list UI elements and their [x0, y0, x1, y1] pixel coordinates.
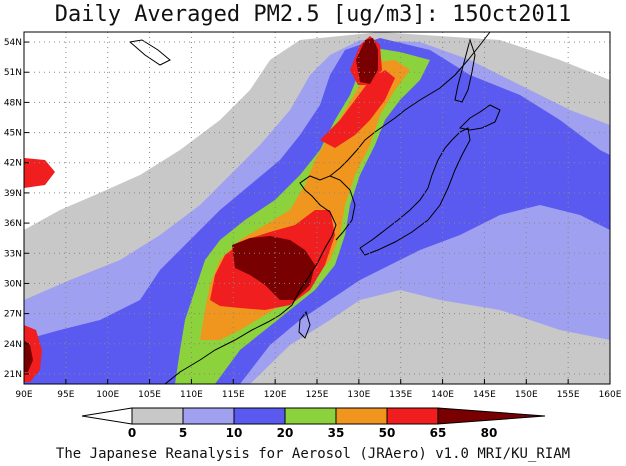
colorbar-label: 35 — [328, 426, 345, 440]
colorbar-label: 20 — [277, 426, 294, 440]
sakhalin — [454, 38, 476, 103]
lon-tick-label: 115E — [222, 390, 245, 400]
lon-tick-label: 125E — [306, 390, 329, 400]
lon-tick-label: 130E — [347, 390, 370, 400]
lon-tick-label: 90E — [15, 390, 32, 400]
lat-tick-label: 27N — [4, 310, 22, 320]
latitude-labels: 54N 51N 48N 45N 42N 39N 36N 33N 30N 27N 24N 21N — [4, 38, 22, 380]
lat-tick-label: 54N — [4, 38, 22, 48]
korea-coastline — [329, 175, 356, 241]
lat-tick-label: 33N — [4, 249, 22, 259]
lat-tick-label: 21N — [4, 370, 22, 380]
colorbar-label: 50 — [379, 426, 396, 440]
colorbar-label: 10 — [226, 426, 243, 440]
colorbar-label: 80 — [481, 426, 498, 440]
lat-tick-label: 51N — [4, 68, 22, 78]
colorbar-label: 65 — [430, 426, 447, 440]
lat-tick-label: 45N — [4, 129, 22, 139]
taiwan — [298, 310, 311, 339]
colorbar-swatch — [233, 407, 286, 425]
lat-tick-label: 48N — [4, 98, 22, 108]
plot-frame — [23, 31, 611, 385]
colorbar-swatch — [284, 407, 337, 425]
lat-tick-label: 39N — [4, 189, 22, 199]
band-65-80 — [24, 36, 395, 382]
colorbar: 0 5 10 20 35 50 65 80 — [81, 407, 546, 440]
lon-tick-label: 100E — [96, 390, 119, 400]
coastlines — [128, 32, 501, 384]
longitude-labels: 90E 95E 100E 105E 110E 115E 120E 125E 130E 135E 14… — [15, 390, 621, 400]
credit-line: The Japanese Reanalysis for Aerosol (JRA… — [55, 446, 571, 462]
map-title: Daily Averaged PM2.5 [ug/m3]: 15Oct2011 — [54, 2, 572, 27]
japan-honshu — [359, 127, 471, 256]
lon-tick-label: 160E — [599, 390, 622, 400]
lon-tick-label: 145E — [473, 390, 496, 400]
lat-tick-label: 30N — [4, 279, 22, 289]
lon-tick-label: 105E — [138, 390, 161, 400]
lat-tick-label: 42N — [4, 159, 22, 169]
baikal-lake — [128, 39, 171, 66]
colorbar-swatch — [386, 407, 439, 425]
lon-tick-label: 150E — [515, 390, 538, 400]
lon-tick-label: 140E — [431, 390, 454, 400]
lon-tick-label: 95E — [57, 390, 74, 400]
colorbar-label: 0 — [128, 426, 136, 440]
colorbar-swatch — [131, 407, 184, 425]
lon-tick-label: 110E — [180, 390, 203, 400]
colorbar-swatch — [437, 407, 546, 425]
band-80-plus — [24, 38, 378, 372]
graticule — [23, 32, 611, 384]
lon-tick-label: 120E — [264, 390, 287, 400]
lon-tick-label: 135E — [389, 390, 412, 400]
lat-tick-label: 24N — [4, 340, 22, 350]
colorbar-swatch — [81, 407, 133, 425]
lon-tick-label: 155E — [557, 390, 580, 400]
colorbar-swatch — [182, 407, 235, 425]
colorbar-label: 5 — [179, 426, 187, 440]
colorbar-swatch — [335, 407, 388, 425]
japan-hokkaido — [458, 104, 501, 131]
lat-tick-label: 36N — [4, 219, 22, 229]
asia-coastline — [164, 32, 491, 384]
